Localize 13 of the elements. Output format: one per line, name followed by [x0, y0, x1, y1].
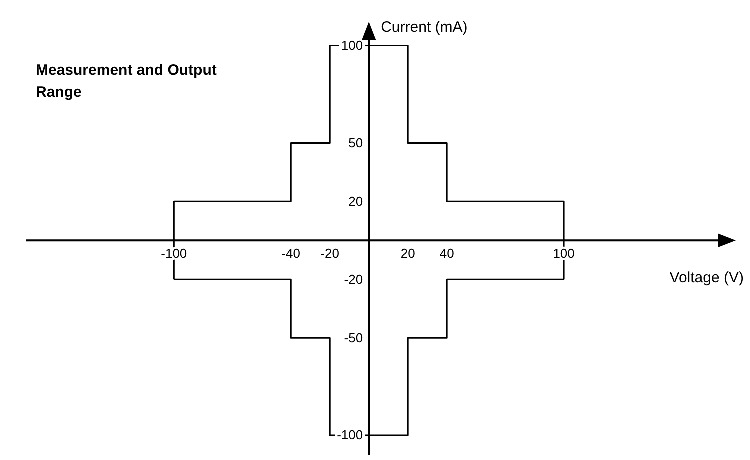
x-tick-label: 40 — [440, 246, 454, 261]
x-tick-label: 20 — [400, 246, 416, 261]
y-tick-label: -100 — [337, 428, 364, 443]
x-tick-label: -20 — [320, 246, 340, 261]
y-tick-label: 100 — [341, 38, 364, 53]
y-tick-label: 50 — [348, 135, 364, 150]
x-axis-title: Voltage (V) — [670, 270, 744, 287]
y-tick-label: -20 — [344, 272, 364, 287]
text: Measurement and Output Range — [36, 61, 218, 103]
x-tick-label: -40 — [282, 246, 301, 261]
y-tick-label: 20 — [348, 194, 364, 209]
y-tick-label: -50 — [344, 330, 364, 346]
y-axis-title: Current (mA) — [381, 19, 468, 36]
